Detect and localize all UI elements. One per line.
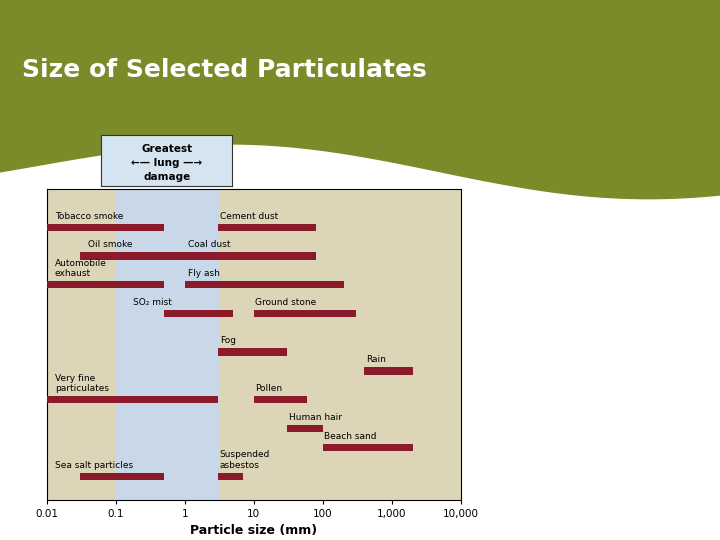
Text: Rain: Rain (366, 355, 386, 364)
X-axis label: Particle size (mm): Particle size (mm) (190, 524, 318, 537)
Bar (217, 224, 316, 231)
Text: Cement dust: Cement dust (220, 212, 278, 221)
Bar (116, 189, 217, 500)
Bar (185, 281, 343, 288)
Text: Very fine
particulates: Very fine particulates (55, 374, 109, 393)
Text: ←— lung —→: ←— lung —→ (131, 158, 202, 168)
Bar (323, 444, 413, 451)
Bar (80, 473, 164, 480)
Bar (80, 252, 185, 260)
Text: Coal dust: Coal dust (188, 240, 230, 249)
Text: Tobacco smoke: Tobacco smoke (55, 212, 123, 221)
Text: Oil smoke: Oil smoke (89, 240, 133, 249)
Bar (164, 310, 233, 317)
Text: Size of Selected Particulates: Size of Selected Particulates (22, 58, 426, 82)
Bar (364, 367, 413, 375)
Bar (217, 348, 287, 355)
Bar (47, 224, 164, 231)
Text: Greatest: Greatest (141, 144, 192, 154)
Bar (47, 396, 217, 403)
Bar (253, 310, 356, 317)
Text: Ground stone: Ground stone (256, 298, 317, 307)
Bar (253, 396, 307, 403)
Text: Sea salt particles: Sea salt particles (55, 461, 132, 470)
Bar (185, 252, 316, 260)
Bar (47, 281, 164, 288)
Text: Suspended
asbestos: Suspended asbestos (220, 450, 270, 470)
Text: Human hair: Human hair (289, 413, 342, 422)
Bar (287, 425, 323, 432)
Text: SO₂ mist: SO₂ mist (133, 298, 172, 307)
Text: damage: damage (143, 172, 190, 182)
Text: Fly ash: Fly ash (188, 269, 220, 278)
Text: Beach sand: Beach sand (324, 432, 377, 441)
Text: Pollen: Pollen (256, 384, 282, 393)
Text: Automobile
exhaust: Automobile exhaust (55, 259, 107, 278)
Text: Fog: Fog (220, 336, 235, 345)
Bar (217, 473, 243, 480)
